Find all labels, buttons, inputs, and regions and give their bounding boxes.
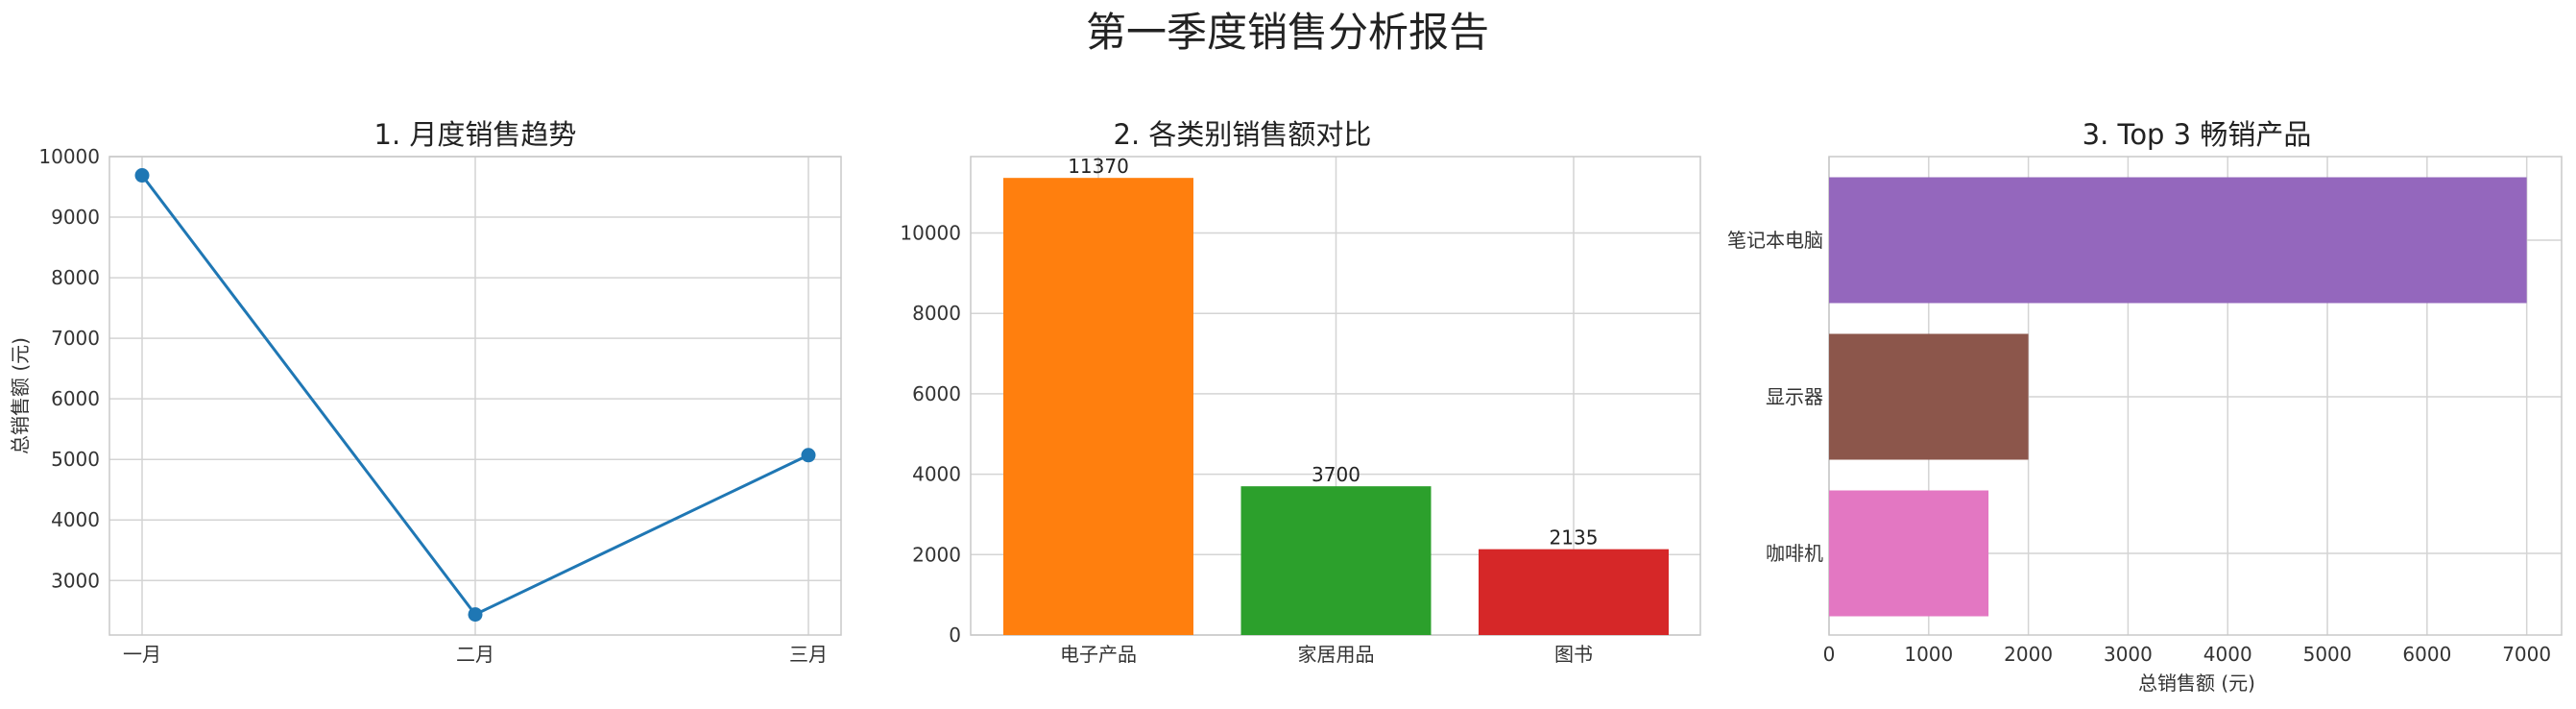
hbar-chart-x-tick: 3000 (2104, 643, 2153, 666)
line-chart-x-tick: 三月 (789, 643, 828, 666)
line-chart-point (134, 168, 150, 183)
hbar-chart-title: 3. Top 3 畅销产品 (2082, 118, 2312, 151)
bar-chart-y-ticks: 0 2000 4000 6000 8000 10000 (900, 222, 961, 647)
bar-chart-title: 2. 各类别销售额对比 (1114, 118, 1372, 151)
line-chart-point (801, 448, 816, 463)
bar-chart-x-tick: 电子产品 (1060, 643, 1137, 666)
line-chart-series (134, 168, 816, 623)
hbar-chart-x-tick: 2000 (2004, 643, 2053, 666)
line-chart-y-ticks: 3000 4000 5000 6000 7000 8000 9000 10000 (38, 145, 100, 592)
hbar-chart-bar (1829, 333, 2029, 460)
bar-chart-data-label: 3700 (1312, 463, 1360, 486)
hbar-chart-y-tick: 笔记本电脑 (1727, 229, 1823, 252)
hbar-chart-bars (1829, 177, 2527, 617)
line-chart-y-tick: 10000 (38, 145, 100, 168)
bar-chart-y-tick: 2000 (912, 543, 961, 566)
line-chart-y-tick: 3000 (51, 569, 100, 592)
bar-chart-x-tick: 家居用品 (1298, 643, 1375, 666)
bar-chart-panel: 2. 各类别销售额对比 0 2000 4000 6000 8000 10000 11370… (900, 118, 1701, 666)
line-chart-y-tick: 6000 (51, 387, 100, 410)
hbar-chart-x-ticks: 0 1000 2000 3000 4000 5000 6000 7000 (1823, 643, 2551, 666)
bar-chart-y-tick: 0 (949, 623, 961, 647)
hbar-chart-x-label: 总销售额 (元) (2138, 672, 2255, 695)
bar-chart-data-label: 2135 (1550, 526, 1599, 550)
line-chart-grid (109, 156, 841, 635)
hbar-chart-y-tick: 咖啡机 (1766, 542, 1823, 565)
bar-chart-y-tick: 10000 (900, 222, 961, 245)
line-chart-y-tick: 8000 (51, 266, 100, 289)
line-chart-x-tick: 一月 (123, 643, 161, 666)
bar-chart-bar (1240, 486, 1432, 635)
line-chart-point (468, 607, 483, 623)
line-chart-y-tick: 5000 (51, 448, 100, 471)
bar-chart-x-ticks: 电子产品 家居用品 图书 (1060, 643, 1593, 666)
bar-chart-x-tick: 图书 (1554, 643, 1593, 666)
hbar-chart-y-tick: 显示器 (1766, 385, 1823, 408)
line-chart-y-tick: 7000 (51, 327, 100, 350)
line-chart-panel: 1. 月度销售趋势 3000 4000 5000 6000 7000 8000 9000 10… (9, 118, 842, 666)
line-chart-y-tick: 9000 (51, 206, 100, 229)
hbar-chart-x-tick: 0 (1823, 643, 1836, 666)
bar-chart-y-tick: 6000 (912, 382, 961, 405)
hbar-chart-bar (1829, 490, 1989, 617)
line-chart-y-tick: 4000 (51, 508, 100, 531)
bar-chart-y-tick: 8000 (912, 302, 961, 325)
figure-title: 第一季度销售分析报告 (1086, 9, 1489, 56)
line-chart-x-tick: 二月 (456, 643, 494, 666)
hbar-chart-x-tick: 4000 (2203, 643, 2252, 666)
line-chart-frame (108, 156, 842, 636)
hbar-chart-bar (1829, 177, 2527, 304)
line-chart-y-label: 总销售额 (元) (9, 337, 32, 454)
bar-chart-bar (1003, 178, 1193, 636)
hbar-chart-x-tick: 1000 (1904, 643, 1953, 666)
bar-chart-bar (1479, 549, 1669, 635)
hbar-chart-x-tick: 5000 (2303, 643, 2352, 666)
hbar-chart-x-tick: 6000 (2402, 643, 2451, 666)
bar-chart-bars: 11370 3700 2135 (1003, 155, 1669, 636)
line-chart-title: 1. 月度销售趋势 (374, 118, 577, 151)
line-chart-x-ticks: 一月 二月 三月 (123, 643, 828, 666)
hbar-chart-x-tick: 7000 (2502, 643, 2551, 666)
bar-chart-data-label: 11370 (1068, 155, 1129, 178)
bar-chart-y-tick: 4000 (912, 463, 961, 486)
